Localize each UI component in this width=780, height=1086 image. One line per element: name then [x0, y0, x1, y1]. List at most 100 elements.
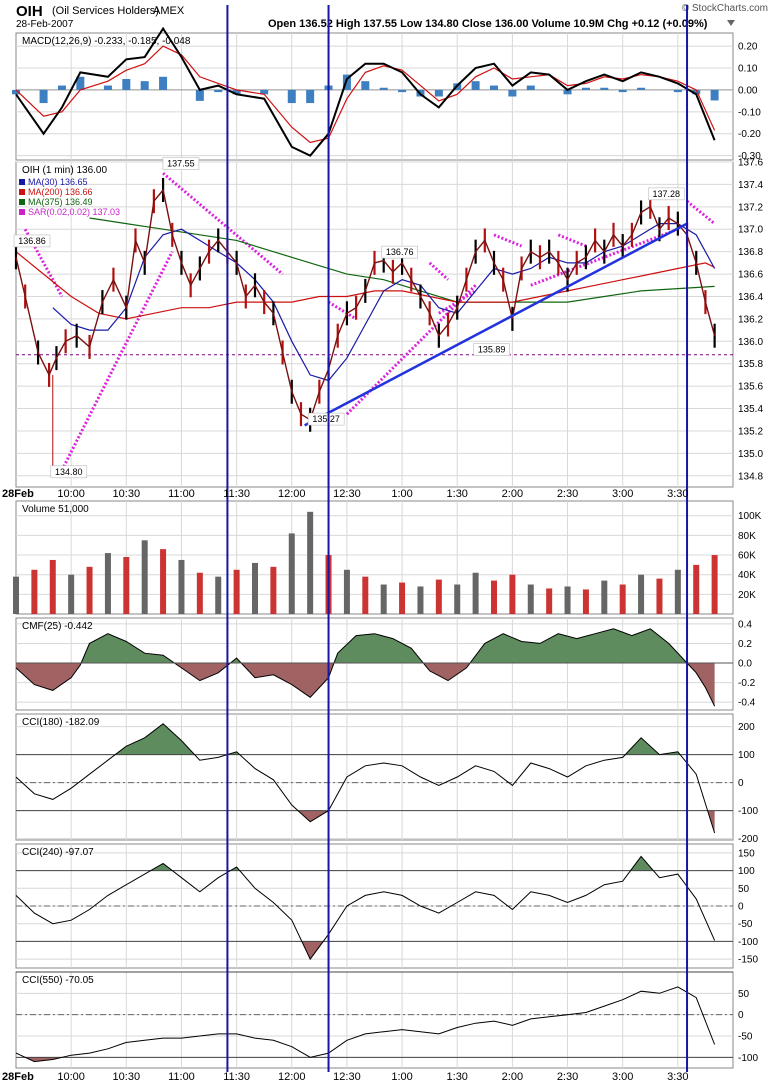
day-label-1: 28Feb [2, 1071, 34, 1083]
time-tick-1-4: 12:00 [278, 1071, 306, 1083]
macd-label: MACD(12,26,9) -0.233, -0.185, -0.048 [22, 36, 191, 47]
time-tick-0-8: 2:00 [502, 488, 523, 500]
cmf-panel: 0.4 0.2 0.0 -0.2 -0.4 CMF(25) -0.442 [15, 617, 756, 711]
price-tick-5: 136.6 [738, 270, 763, 281]
price-line [15, 188, 716, 421]
cci240-tick-2: 50 [738, 884, 750, 895]
price-tick-7: 136.2 [738, 314, 763, 325]
ma200-line [15, 251, 715, 320]
volume-label: Volume 51,000 [22, 504, 89, 515]
cci550-tick-3: -100 [738, 1053, 758, 1064]
macd-tick-3: -0.10 [738, 107, 761, 118]
cci180-tick-2: 0 [738, 778, 744, 789]
sar-segment-10 [686, 200, 716, 225]
cci240-tick-5: -100 [738, 937, 758, 948]
price-annotation-1: 137.55 [162, 157, 200, 170]
annotation-text-4: 136.76 [386, 247, 414, 257]
cci180-line [15, 723, 716, 834]
price-annotation-5: 135.89 [473, 343, 510, 356]
price-annotation-2: 134.80 [50, 465, 88, 479]
cci240-tick-3: 0 [738, 902, 744, 913]
macd-histogram-bar-4 [103, 85, 112, 90]
macd-tick-2: 0.00 [738, 85, 758, 96]
macd-tick-4: -0.20 [738, 129, 761, 140]
volume-bar-1 [31, 569, 38, 614]
cci550-line [15, 986, 716, 1063]
annotation-box-6 [647, 187, 685, 201]
macd-histogram-bar-16 [342, 74, 351, 90]
macd-histogram-bar-9 [195, 89, 204, 101]
chevron-down-icon[interactable] [727, 20, 735, 26]
volume-bar-19 [362, 576, 369, 614]
cci240-line [15, 855, 716, 961]
time-tick-1-2: 11:00 [168, 1071, 195, 1083]
macd-histogram-bar-32 [637, 87, 646, 90]
volume-bar-31 [582, 589, 589, 614]
volume-bar-21 [399, 582, 406, 614]
price-tick-10: 135.6 [738, 382, 763, 393]
volume-bar-6 [123, 557, 130, 614]
price-frame [15, 161, 734, 488]
chart-header: OIH (Oil Services Holders) AMEX 28-Feb-2… [16, 3, 768, 30]
volume-bar-28 [527, 584, 534, 614]
price-label: OIH (1 min) 136.00 [22, 165, 107, 176]
macd-histogram-bar-30 [600, 87, 609, 90]
price-annotation-4: 136.76 [381, 245, 418, 259]
macd-histogram-bar-10 [214, 89, 223, 93]
time-tick-1-1: 10:30 [113, 1071, 141, 1083]
macd-histogram-bar-6 [140, 81, 149, 90]
macd-histogram-bar-21 [434, 89, 443, 97]
price-tick-0: 137.6 [738, 158, 763, 169]
volume-tick-3: 40K [738, 570, 756, 581]
cci550-tick-0: 50 [738, 989, 750, 1000]
volume-bar-10 [196, 572, 203, 614]
cci240-overbought-area [16, 856, 715, 871]
volume-bar-8 [160, 549, 167, 614]
time-tick-0-10: 3:00 [612, 488, 633, 500]
volume-bar-36 [674, 569, 681, 614]
macd-histogram-bar-26 [526, 85, 535, 90]
macd-tick-0: 0.20 [738, 42, 758, 53]
cmf-label: CMF(25) -0.442 [22, 621, 93, 632]
annotation-box-2 [50, 465, 88, 479]
exchange: AMEX [153, 5, 185, 17]
volume-tick-0: 100K [738, 511, 762, 522]
volume-bar-33 [619, 584, 626, 614]
annotation-text-3: 135.27 [312, 414, 340, 424]
macd-line [15, 26, 716, 157]
cmf-tick-0: 0.4 [738, 619, 752, 630]
macd-histogram-bar-34 [673, 89, 682, 93]
cci550-label: CCI(550) -70.05 [22, 975, 94, 986]
volume-bar-4 [86, 566, 93, 614]
price-annotation-3: 135.27 [307, 412, 345, 426]
annotation-box-1 [162, 157, 200, 170]
volume-bar-3 [68, 574, 75, 614]
symbol: OIH [16, 3, 43, 20]
time-tick-1-6: 1:00 [391, 1071, 412, 1083]
cci240-tick-1: 100 [738, 866, 755, 877]
macd-histogram-bar-24 [490, 85, 498, 90]
sar-segment-3 [327, 300, 357, 321]
legend-entry-3: SAR(0.02,0.02) 137.03 [28, 207, 120, 217]
macd-histogram-bar-36 [710, 89, 719, 101]
legend-swatch-0 [19, 179, 25, 185]
cci180-tick-4: -200 [738, 834, 758, 845]
annotation-box-3 [307, 412, 345, 426]
macd-histogram-bar-14 [306, 89, 315, 104]
cci550-frame [15, 971, 734, 1069]
annotation-box-4 [381, 245, 418, 259]
macd-histogram-bar-28 [563, 89, 572, 95]
price-annotation-6: 137.28 [647, 187, 685, 201]
volume-tick-2: 60K [738, 551, 756, 562]
cci180-panel: 200 100 0 -100 -200 CCI(180) -182.09 [15, 713, 758, 845]
volume-bar-22 [417, 586, 424, 614]
cci180-label: CCI(180) -182.09 [22, 717, 100, 728]
macd-histogram-bar-18 [379, 87, 388, 90]
price-tick-13: 135.0 [738, 449, 763, 460]
cmf-tick-4: -0.4 [738, 698, 756, 709]
price-annotation-0: 136.86 [13, 234, 51, 248]
macd-histogram-bar-25 [508, 89, 517, 97]
volume-bar-34 [638, 574, 645, 614]
macd-histogram-bar-23 [471, 81, 480, 90]
